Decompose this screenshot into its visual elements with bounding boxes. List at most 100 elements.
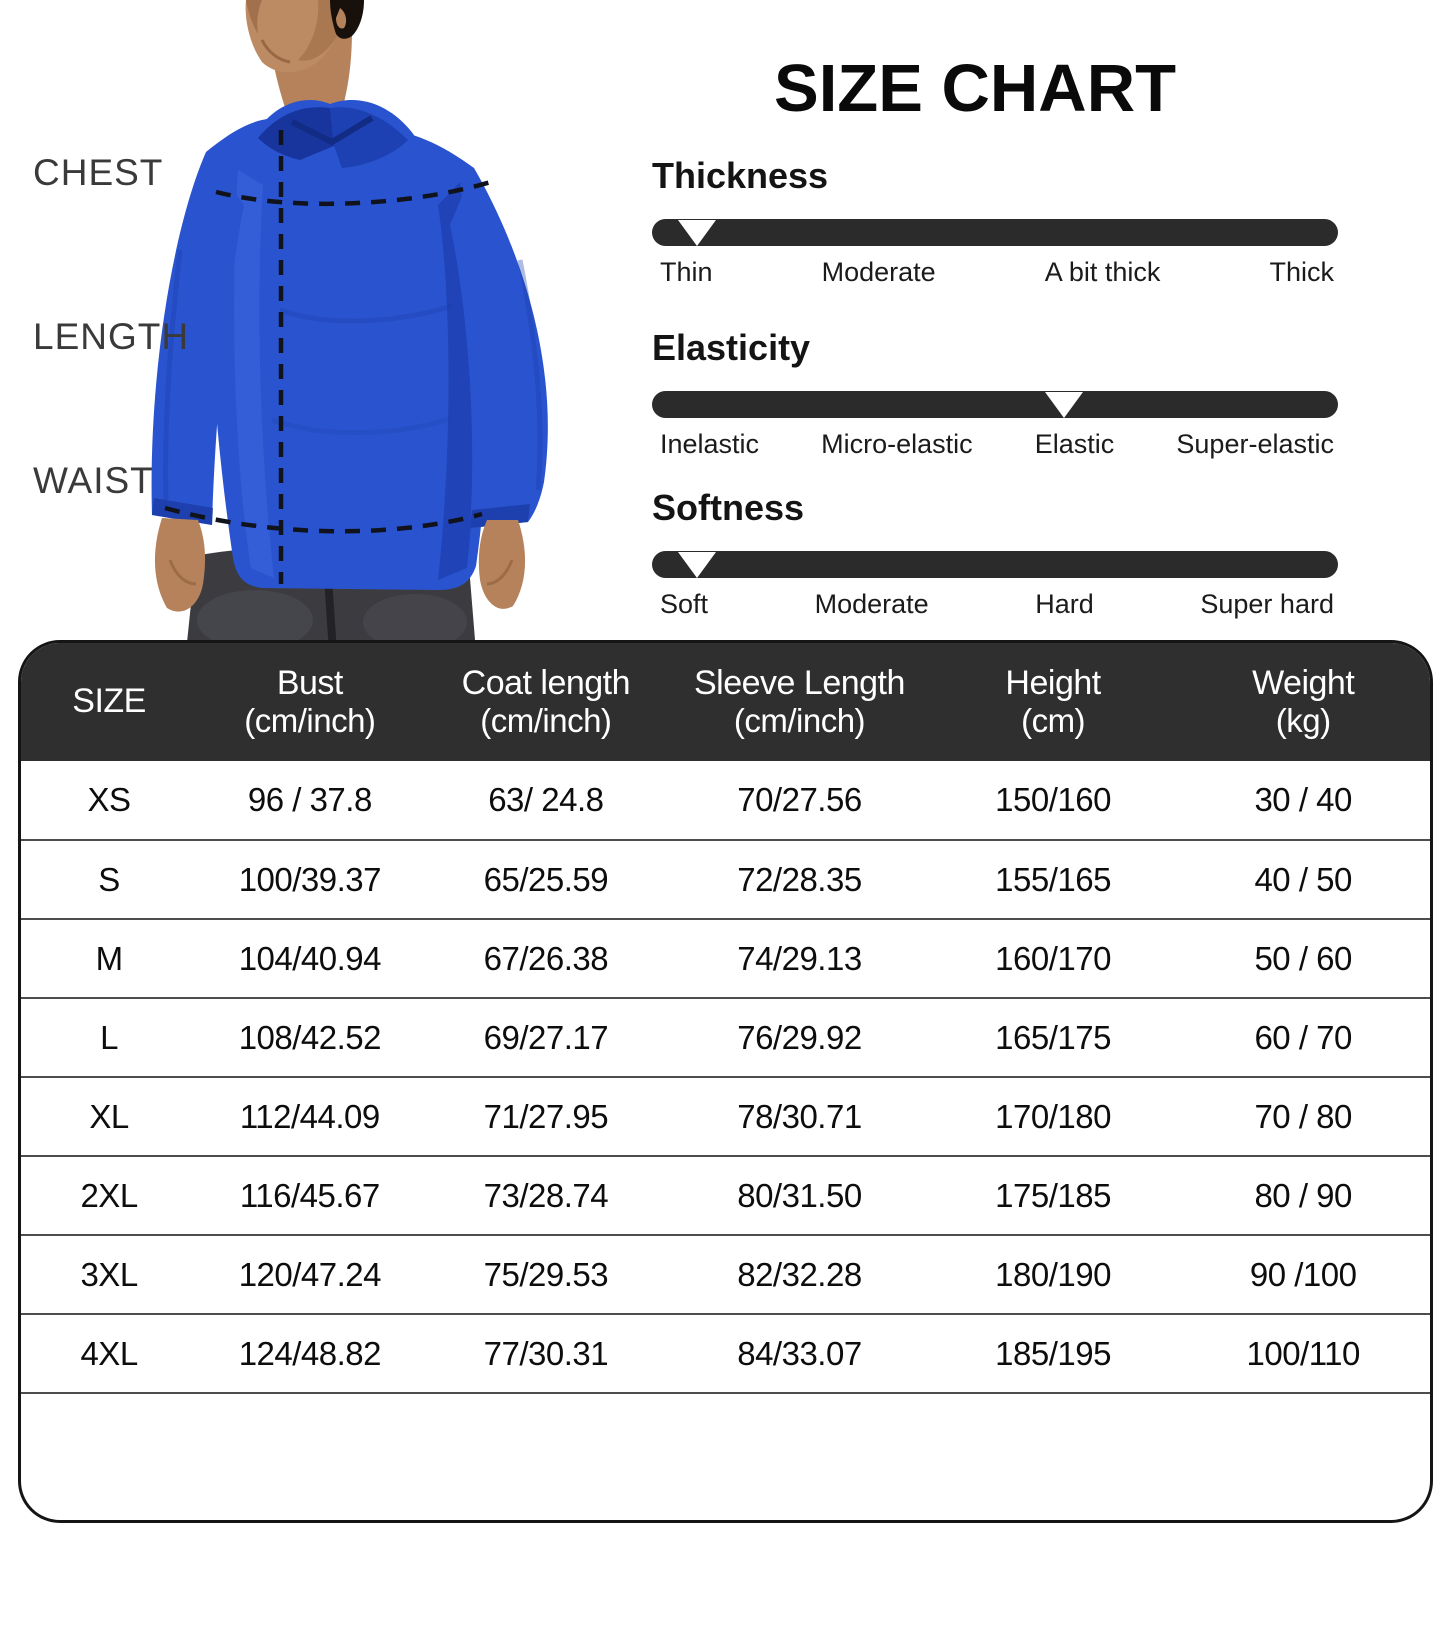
weight-cell: 50 / 60 xyxy=(1176,919,1430,999)
softness-scale-labels: Soft Moderate Hard Super hard xyxy=(652,589,1338,620)
slider-elasticity-title: Elasticity xyxy=(652,327,811,368)
empty-row xyxy=(21,1393,1430,1520)
slider-thickness: Thickness Thin Moderate A bit thick Thic… xyxy=(652,155,1338,288)
sleeve-length-cell: 72/28.35 xyxy=(669,840,930,920)
slider-marker-icon xyxy=(677,552,716,578)
bust-cell: 96 / 37.8 xyxy=(197,761,423,841)
bust-cell: 108/42.52 xyxy=(197,998,423,1078)
height-cell: 165/175 xyxy=(929,998,1177,1078)
bust-cell: 120/47.24 xyxy=(197,1235,423,1315)
slider-marker-icon xyxy=(677,220,716,246)
sleeve-length-cell: 76/29.92 xyxy=(669,998,930,1078)
height-cell: 160/170 xyxy=(929,919,1177,999)
sleeve-length-cell: 82/32.28 xyxy=(669,1235,930,1315)
scale-label: Soft xyxy=(660,589,709,619)
slider-marker-icon xyxy=(1044,392,1083,418)
thickness-scale-labels: Thin Moderate A bit thick Thick xyxy=(652,257,1338,288)
scale-label: Thick xyxy=(1269,257,1334,287)
chest-label: CHEST xyxy=(33,152,164,193)
table-row: 2XL 116/45.67 73/28.74 80/31.50 175/185 … xyxy=(21,1156,1430,1236)
height-cell: 180/190 xyxy=(929,1235,1177,1315)
coat-length-cell: 65/25.59 xyxy=(422,840,670,920)
model-illustration xyxy=(151,0,548,652)
model-hands xyxy=(154,518,526,612)
height-cell: 185/195 xyxy=(929,1314,1177,1394)
col-header-sleeve-length: Sleeve Length (cm/inch) xyxy=(694,664,905,739)
size-cell: XS xyxy=(21,761,198,841)
slider-elasticity: Elasticity Inelastic Micro-elastic Elast… xyxy=(652,327,1338,460)
attributes-panel: SIZE CHART Thickness Thin Moderate A bit… xyxy=(652,0,1338,640)
weight-cell: 60 / 70 xyxy=(1176,998,1430,1078)
table-row: M 104/40.94 67/26.38 74/29.13 160/170 50… xyxy=(21,919,1430,999)
coat-length-cell: 63/ 24.8 xyxy=(422,761,670,841)
coat-length-cell: 77/30.31 xyxy=(422,1314,670,1394)
scale-label: Moderate xyxy=(814,589,929,619)
size-cell: M xyxy=(21,919,198,999)
height-cell: 170/180 xyxy=(929,1077,1177,1157)
size-cell: 2XL xyxy=(21,1156,198,1236)
measurement-lines xyxy=(164,130,495,584)
size-cell: L xyxy=(21,998,198,1078)
thickness-bar xyxy=(652,219,1338,246)
scale-label: Moderate xyxy=(821,257,936,287)
scale-label: Elastic xyxy=(1034,429,1115,459)
coat-length-cell: 75/29.53 xyxy=(422,1235,670,1315)
table-row: 4XL 124/48.82 77/30.31 84/33.07 185/195 … xyxy=(21,1314,1430,1394)
height-cell: 175/185 xyxy=(929,1156,1177,1236)
model-shirt xyxy=(205,99,489,591)
scale-label: Micro-elastic xyxy=(821,429,973,459)
bust-cell: 116/45.67 xyxy=(197,1156,423,1236)
chest-line xyxy=(215,178,495,207)
size-table-header: SIZE Bust (cm/inch) Coat length (cm/inch) … xyxy=(21,643,1430,761)
coat-length-cell: 67/26.38 xyxy=(422,919,670,999)
size-cell: 4XL xyxy=(21,1314,198,1394)
table-row: L 108/42.52 69/27.17 76/29.92 165/175 60… xyxy=(21,998,1430,1078)
scale-label: Inelastic xyxy=(660,429,760,459)
coat-length-cell: 71/27.95 xyxy=(422,1077,670,1157)
col-header-coat-length: Coat length (cm/inch) xyxy=(461,664,631,739)
model-sleeves xyxy=(151,152,548,528)
sleeve-length-cell: 80/31.50 xyxy=(669,1156,930,1236)
weight-cell: 70 / 80 xyxy=(1176,1077,1430,1157)
table-row: XS 96 / 37.8 63/ 24.8 70/27.56 150/160 3… xyxy=(21,761,1430,841)
col-header-weight: Weight (kg) xyxy=(1252,664,1355,739)
scale-label: Hard xyxy=(1035,589,1094,619)
size-table-container: SIZE Bust (cm/inch) Coat length (cm/inch) … xyxy=(18,640,1433,1523)
length-label: LENGTH xyxy=(33,316,190,357)
col-header-height: Height (cm) xyxy=(1005,664,1101,739)
col-header-size: SIZE xyxy=(72,682,146,721)
model-photo: CHEST LENGTH WAIST xyxy=(0,0,622,652)
size-cell: XL xyxy=(21,1077,198,1157)
sleeve-length-cell: 70/27.56 xyxy=(669,761,930,841)
table-row: XL 112/44.09 71/27.95 78/30.71 170/180 7… xyxy=(21,1077,1430,1157)
table-row: 3XL 120/47.24 75/29.53 82/32.28 180/190 … xyxy=(21,1235,1430,1315)
elasticity-bar xyxy=(652,391,1338,418)
scale-label: Super hard xyxy=(1200,589,1334,619)
scale-label: A bit thick xyxy=(1044,257,1161,287)
scale-label: Super-elastic xyxy=(1176,429,1334,459)
waist-label: WAIST xyxy=(33,460,154,501)
bust-cell: 124/48.82 xyxy=(197,1314,423,1394)
scale-label: Thin xyxy=(660,257,713,287)
page-title: SIZE CHART xyxy=(774,51,1176,126)
bust-cell: 112/44.09 xyxy=(197,1077,423,1157)
col-header-bust: Bust (cm/inch) xyxy=(244,664,376,739)
weight-cell: 90 /100 xyxy=(1176,1235,1430,1315)
softness-bar xyxy=(652,551,1338,578)
waist-line xyxy=(164,505,483,534)
height-cell: 155/165 xyxy=(929,840,1177,920)
height-cell: 150/160 xyxy=(929,761,1177,841)
sleeve-length-cell: 78/30.71 xyxy=(669,1077,930,1157)
weight-cell: 40 / 50 xyxy=(1176,840,1430,920)
model-head xyxy=(245,0,364,128)
coat-length-cell: 73/28.74 xyxy=(422,1156,670,1236)
table-row: S 100/39.37 65/25.59 72/28.35 155/165 40… xyxy=(21,840,1430,920)
weight-cell: 80 / 90 xyxy=(1176,1156,1430,1236)
slider-softness: Softness Soft Moderate Hard Super hard xyxy=(652,487,1338,620)
elasticity-scale-labels: Inelastic Micro-elastic Elastic Super-el… xyxy=(652,429,1338,460)
weight-cell: 100/110 xyxy=(1176,1314,1430,1394)
size-cell: S xyxy=(21,840,198,920)
weight-cell: 30 / 40 xyxy=(1176,761,1430,841)
bust-cell: 100/39.37 xyxy=(197,840,423,920)
